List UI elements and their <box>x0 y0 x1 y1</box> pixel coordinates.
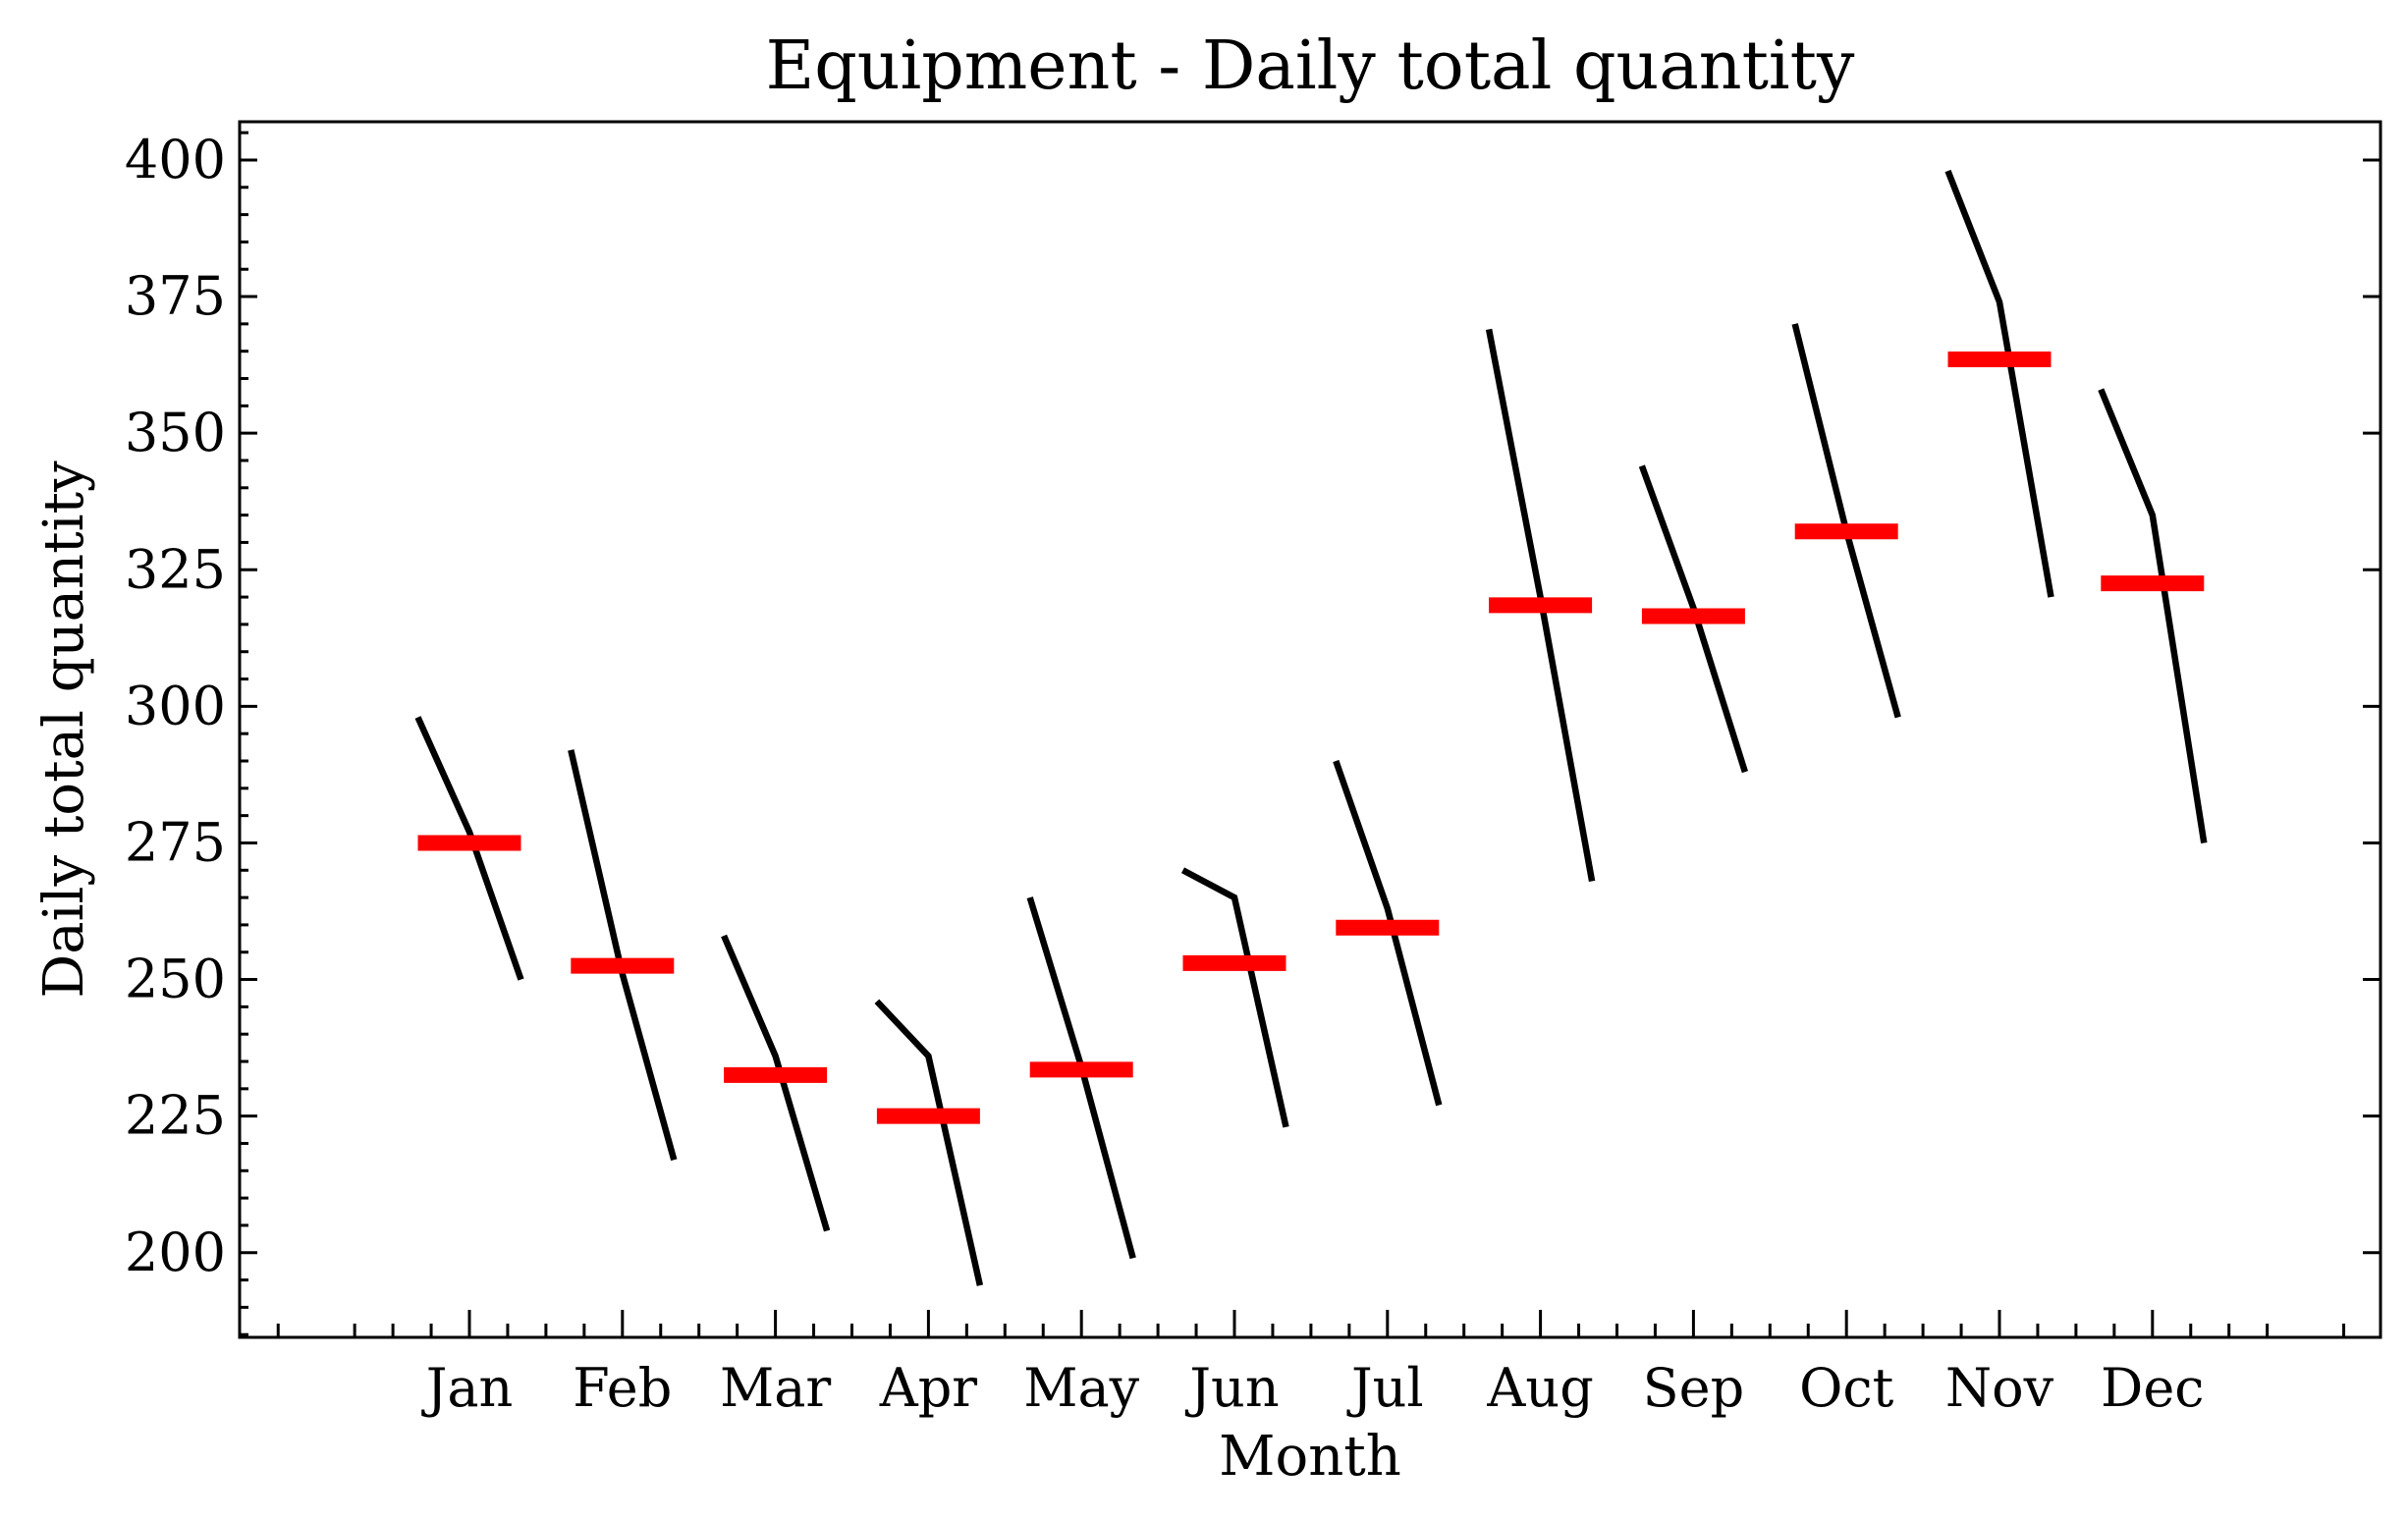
mean-markers <box>417 352 2205 1124</box>
x-tick-label: Feb <box>573 1357 672 1419</box>
x-tick-label: Aug <box>1486 1357 1593 1419</box>
month-series-jan <box>414 716 524 981</box>
month-series-jun <box>1180 867 1289 1128</box>
month-series-jul <box>1333 759 1443 1107</box>
y-axis-label: Daily total quantity <box>32 461 96 999</box>
y-tick-label: 350 <box>125 402 226 463</box>
x-tick-label: Mar <box>720 1357 831 1419</box>
y-tick-label: 400 <box>125 129 226 190</box>
x-tick-label: Dec <box>2101 1357 2205 1419</box>
y-tick-label: 300 <box>125 675 226 736</box>
x-tick-label: Sep <box>1643 1357 1745 1419</box>
y-tick-label: 375 <box>125 265 226 327</box>
month-series-sep <box>1638 464 1749 774</box>
month-series-oct <box>1791 323 1901 719</box>
y-tick-label: 325 <box>125 538 226 600</box>
y-tick-label: 275 <box>125 811 226 873</box>
month-series-dec <box>2098 388 2208 844</box>
month-series-may <box>1026 896 1136 1260</box>
x-axis: Jan Feb Mar Apr May Jun Jul Aug Sep Oct Nov Dec <box>276 1310 2346 1419</box>
y-tick-label: 225 <box>125 1085 226 1147</box>
x-axis-label: Month <box>1219 1425 1401 1489</box>
month-series-mar <box>721 934 831 1232</box>
chart-title: Equipment - Daily total quantity <box>766 27 1855 105</box>
x-tick-label: Jun <box>1184 1357 1279 1419</box>
plot-area: 200 225 250 275 300 325 350 375 400 Jan Feb Mar Apr… <box>125 120 2382 1419</box>
x-tick-label: Jan <box>421 1357 514 1419</box>
x-tick-label: May <box>1023 1357 1139 1419</box>
month-series-apr <box>874 999 984 1286</box>
x-tick-label: Apr <box>879 1357 978 1419</box>
month-series-nov <box>1944 169 2054 598</box>
y-tick-label: 200 <box>125 1221 226 1283</box>
x-tick-label: Jul <box>1346 1357 1424 1419</box>
month-series-aug <box>1485 328 1596 882</box>
x-tick-label: Oct <box>1799 1357 1894 1419</box>
y-axis: 200 225 250 275 300 325 350 375 400 <box>125 129 2381 1336</box>
x-tick-label: Nov <box>1945 1357 2054 1419</box>
series-group <box>414 169 2208 1286</box>
plot-frame <box>238 120 2382 1339</box>
month-series-feb <box>568 749 678 1162</box>
y-tick-label: 250 <box>125 949 226 1010</box>
